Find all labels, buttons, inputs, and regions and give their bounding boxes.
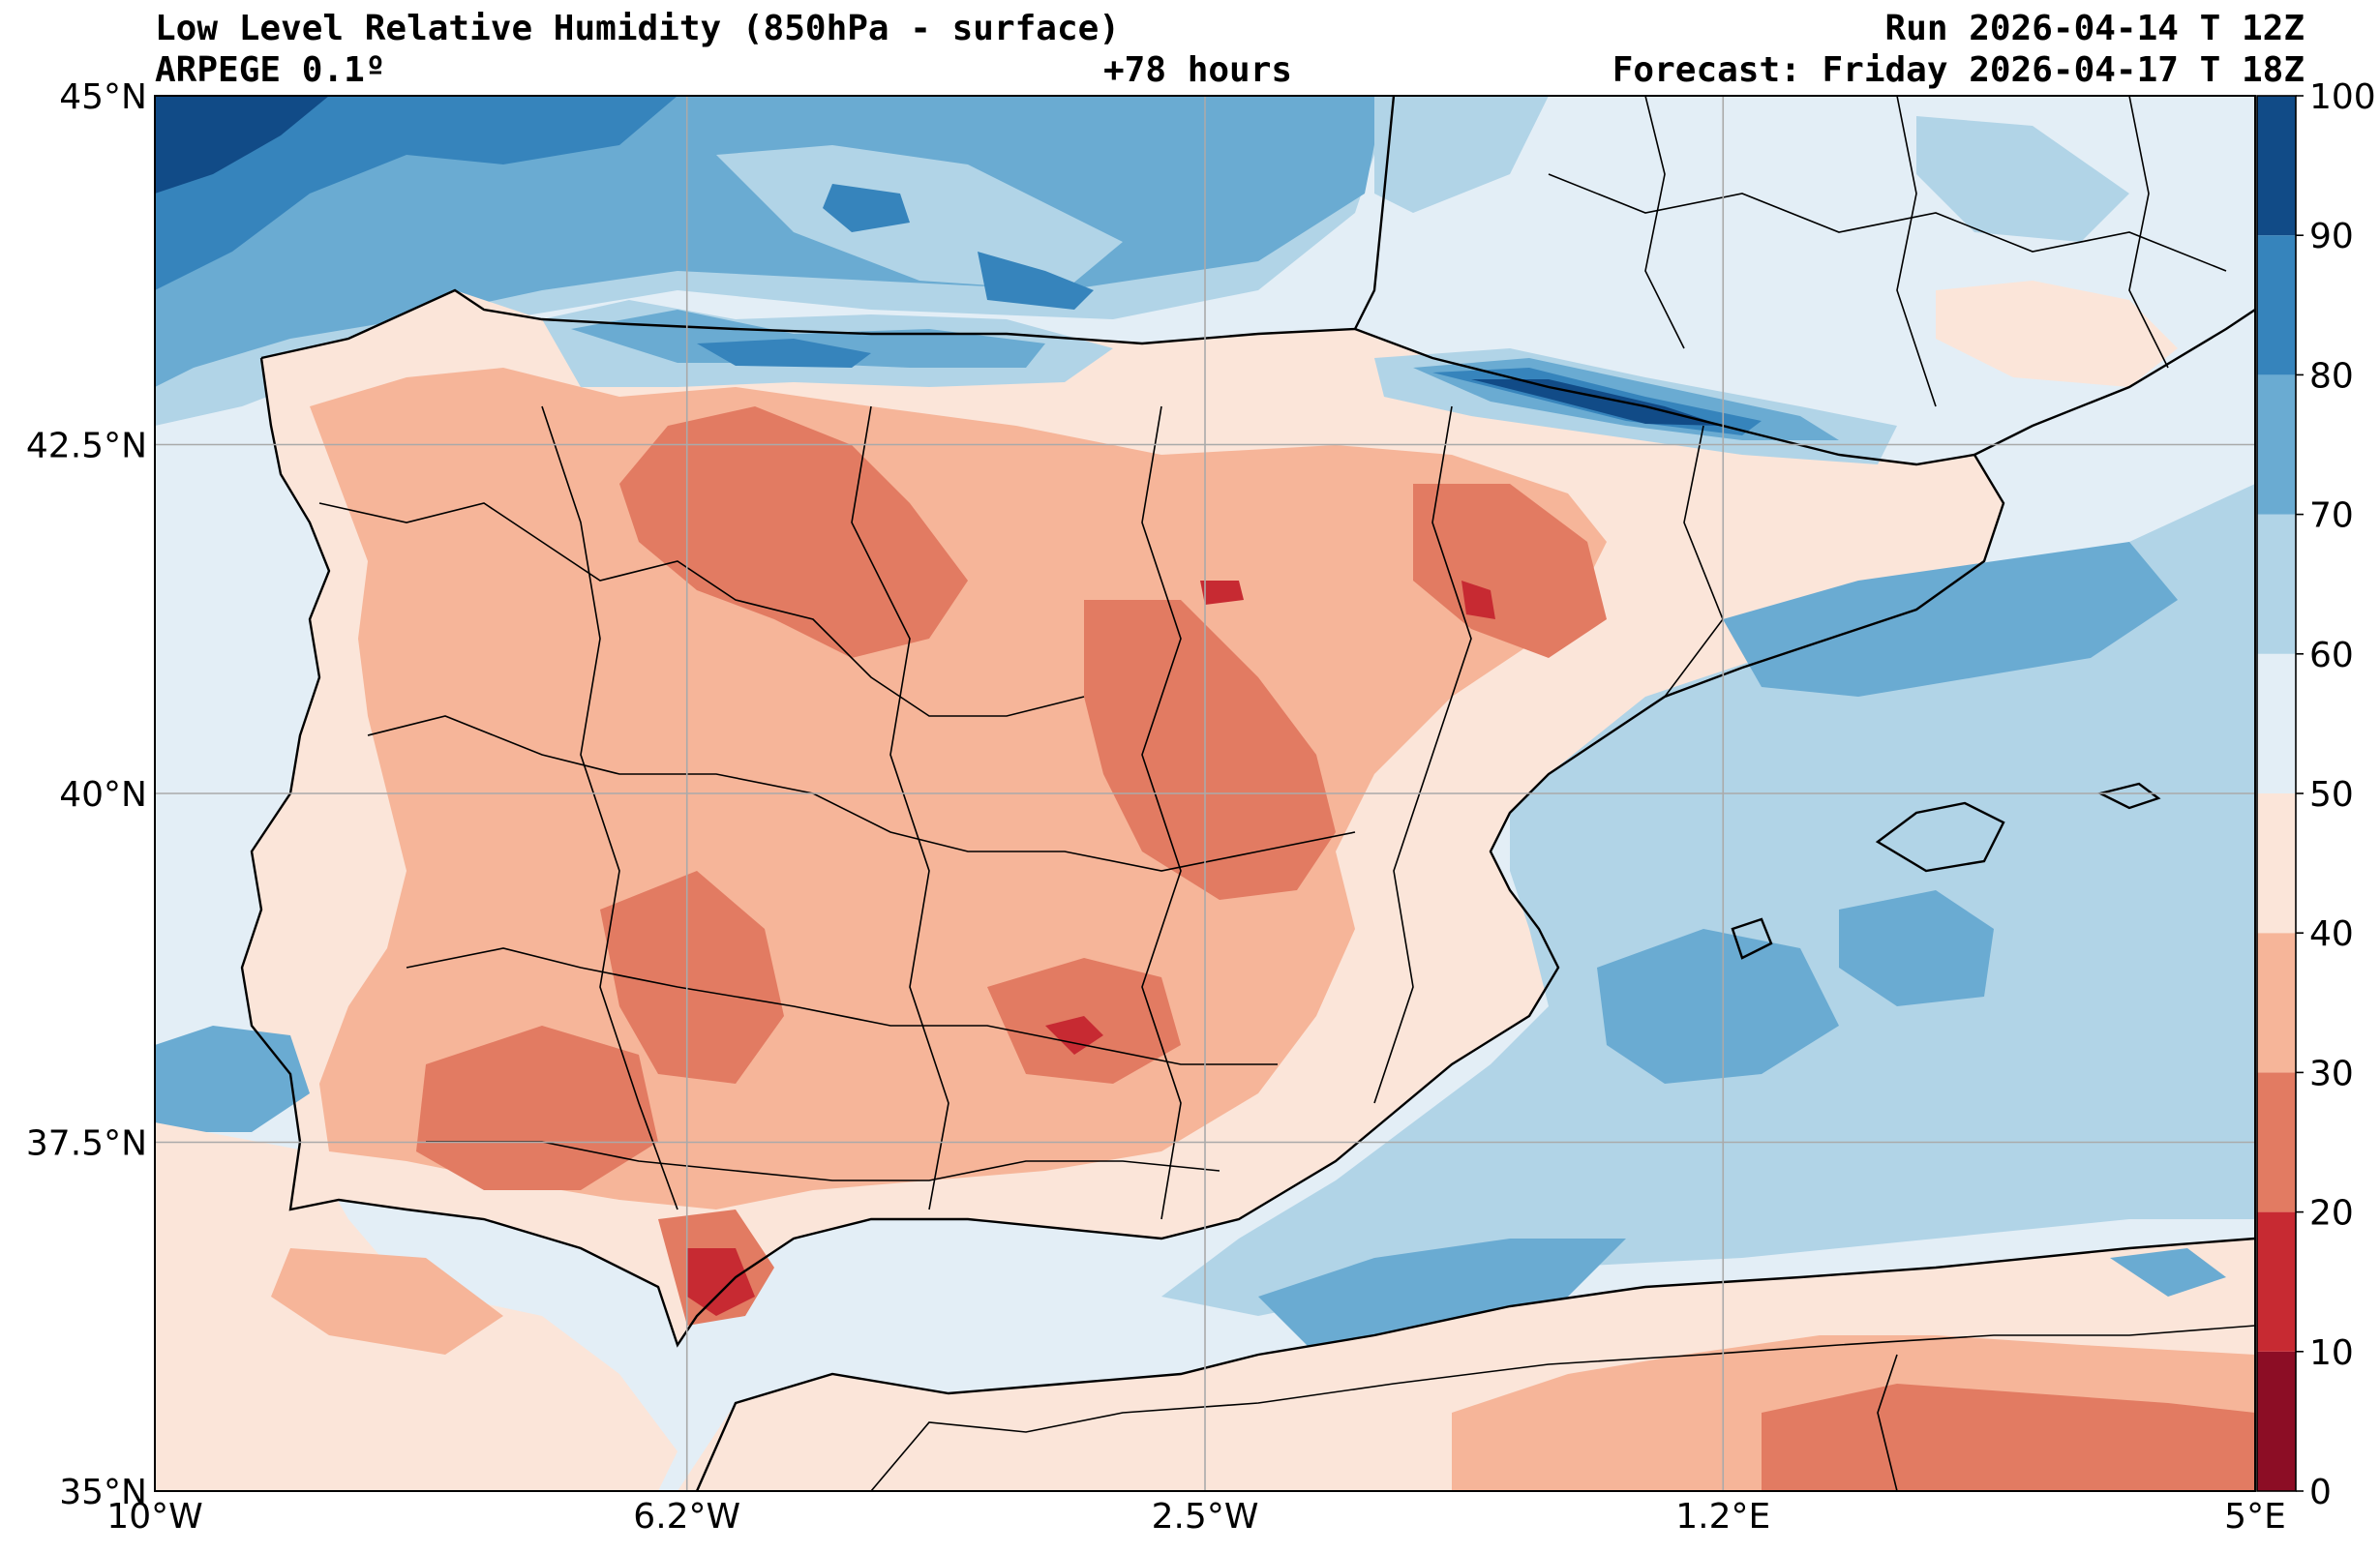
map-title: Low Level Relative Humidity (850hPa - su… [155,9,1120,48]
latitude-tick-label: 40°N [59,775,147,815]
balearic-very-moist-zone [1723,542,2178,697]
latitude-tick-label: 45°N [59,77,147,117]
cantabrian-very-moist-band [571,310,1045,368]
colorbar-tick-label: 100 [2309,77,2376,117]
gulf-of-lion-coastline [1973,309,2255,457]
france-dry-cell [1936,281,2178,387]
colorbar-segment [2257,514,2296,654]
mediterranean-moist-zone [1161,484,2255,1316]
forecast-lead-time: +78 hours [1103,50,1293,90]
dry-core-meseta [1084,600,1336,900]
biscay-zone [716,145,1123,290]
colorbar-tick-label: 90 [2309,217,2354,256]
border-line-4 [426,1141,1220,1181]
model-name: ARPEGE 0.1º [155,50,386,90]
colorbar-segment [2257,933,2296,1073]
colorbar: 0 10 20 30 40 50 60 70 80 90 100 [2256,77,2376,1512]
forecast-valid-time: Forecast: Friday 2026-04-17 T 18Z [1612,50,2305,90]
north-africa-moist-cell [2110,1248,2226,1297]
iberia-coastline [240,327,2005,1348]
longitude-tick-label: 10°W [106,1497,202,1537]
colorbar-segment [2257,96,2296,236]
gulf-of-cadiz-drier-cell [271,1248,503,1355]
border-line-algeria-morocco [1877,1354,1898,1491]
border-line-9 [1664,425,1724,698]
france-west-moist [1374,96,1549,213]
colorbar-segment [2257,1351,2296,1491]
pyrenees-saturated-band [1471,379,1723,426]
border-line-7 [1141,405,1182,1220]
africa-coastline [695,1237,2255,1491]
map-frame [154,95,2256,1492]
colorbar-tick-label: 70 [2309,496,2354,536]
colorbar-tick-label: 30 [2309,1054,2354,1093]
colorbar-tick-label: 10 [2309,1333,2354,1373]
dry-core-ebro [1413,484,1607,658]
biscay-cell-2 [823,184,910,232]
border-line-5 [541,405,678,1210]
colorbar-segment [2257,1211,2296,1352]
mediterranean-very-moist-cell-1 [1597,929,1839,1084]
alboran-very-moist-zone [1258,1239,1626,1355]
border-line-8 [1373,405,1472,1104]
border-line-3 [406,947,1278,1065]
longitude-axis: 10°W 6.2°W 2.5°W 1.2°E 5°E [106,1497,2286,1537]
atlantic-wet-zone-1 [155,96,678,290]
colorbar-segment [2257,374,2296,515]
biscay-cell [978,252,1094,310]
latitude-tick-label: 37.5°N [26,1124,147,1164]
colorbar-tick-label: 50 [2309,775,2354,815]
colorbar-tick-label: 20 [2309,1194,2354,1234]
latitude-tick-label: 35°N [59,1473,147,1512]
latitude-tick-label: 42.5°N [26,427,147,466]
colorbar-tick-label: 80 [2309,356,2354,396]
border-line-2 [367,715,1356,872]
longitude-tick-label: 5°E [2224,1497,2286,1537]
mediterranean-very-moist-cell-2 [1839,890,1994,1006]
longitude-tick-label: 1.2°E [1675,1497,1770,1537]
very-dry-spot-la-mancha [1045,1016,1103,1055]
north-coastline [260,96,1396,360]
latitude-axis: 45°N 42.5°N 40°N 37.5°N 35°N [26,77,147,1512]
border-line-6 [851,405,949,1210]
run-time: Run 2026-04-14 T 12Z [1884,9,2305,48]
colorbar-segment [2257,1072,2296,1212]
cantabrian-wet-band [697,339,871,368]
border-line-france-2 [1644,96,1685,349]
dry-core-southwest [416,1026,658,1190]
colorbar-segment [2257,793,2296,934]
very-dry-spot-cadiz [687,1248,755,1316]
dry-core-duero [619,406,968,658]
colorbar-tick-label: 40 [2309,914,2354,954]
border-line-france-1 [1548,173,2227,272]
atlantic-saturated-corner [155,96,329,194]
colorbar-tick-label: 0 [2309,1473,2332,1512]
longitude-tick-label: 6.2°W [633,1497,740,1537]
atlantic-very-moist-zone [155,96,1384,387]
colorbar-segment [2257,235,2296,375]
very-dry-spot-ebro [1461,581,1495,619]
border-line-france-3 [1896,96,1937,407]
border-line-1 [318,502,1085,717]
atlantic-portugal-cell [155,1026,310,1132]
ibiza-outline [1731,917,1773,960]
dry-core-guadiana [600,871,784,1084]
colorbar-segment [2257,653,2296,793]
colorbar-tick-label: 60 [2309,636,2354,675]
menorca-outline [2096,782,2161,810]
border-line-africa [870,1325,2255,1491]
border-line-france-4 [2128,96,2169,369]
very-dry-spot-iberico [1200,581,1244,605]
graticule [155,96,2255,1491]
north-africa-very-dry-zone [1762,1384,2255,1491]
longitude-tick-label: 2.5°W [1152,1497,1259,1537]
france-moist-cell [1916,116,2129,242]
mallorca-outline [1875,801,2005,873]
